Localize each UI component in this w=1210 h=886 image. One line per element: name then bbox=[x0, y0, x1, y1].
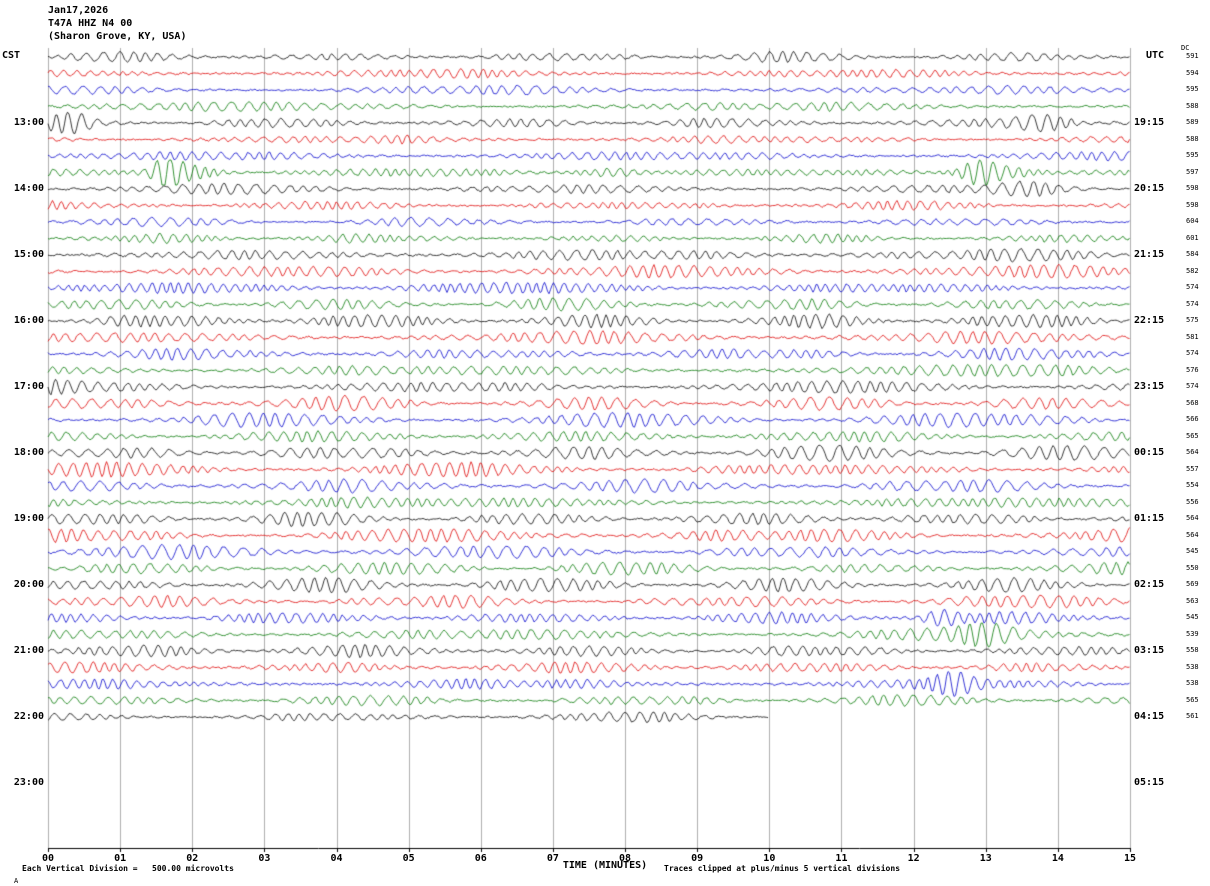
dc-offset-value: 545 bbox=[1186, 547, 1199, 556]
dc-offset-value: 564 bbox=[1186, 448, 1199, 457]
x-tick-label: 15 bbox=[1121, 853, 1139, 865]
dc-offset-value: 554 bbox=[1186, 481, 1199, 490]
dc-offset-value: 538 bbox=[1186, 663, 1199, 672]
clip-note: Traces clipped at plus/minus 5 vertical … bbox=[664, 864, 900, 873]
title-date: Jan17,2026 bbox=[48, 4, 108, 17]
dc-offset-value: 564 bbox=[1186, 514, 1199, 523]
dc-offset-value: 582 bbox=[1186, 267, 1199, 276]
right-hour-label: 21:15 bbox=[1134, 248, 1164, 261]
left-axis-header: CST bbox=[2, 50, 20, 61]
scale-note: Each Vertical Division = 500.00 microvol… bbox=[22, 864, 234, 873]
dc-offset-value: 594 bbox=[1186, 69, 1199, 78]
seismogram-canvas bbox=[0, 0, 1210, 886]
dc-offset-value: 575 bbox=[1186, 316, 1199, 325]
dc-offset-value: 574 bbox=[1186, 300, 1199, 309]
right-hour-label: 20:15 bbox=[1134, 182, 1164, 195]
dc-offset-value: 598 bbox=[1186, 201, 1199, 210]
dc-offset-value: 595 bbox=[1186, 85, 1199, 94]
title-station: T47A HHZ N4 00 bbox=[48, 17, 132, 30]
left-hour-label: 14:00 bbox=[0, 182, 44, 195]
x-tick-label: 05 bbox=[400, 853, 418, 865]
x-tick-label: 14 bbox=[1049, 853, 1067, 865]
dc-offset-value: 545 bbox=[1186, 613, 1199, 622]
left-hour-label: 19:00 bbox=[0, 512, 44, 525]
x-tick-label: 06 bbox=[472, 853, 490, 865]
dc-offset-value: 561 bbox=[1186, 712, 1199, 721]
dc-offset-value: 574 bbox=[1186, 349, 1199, 358]
right-hour-label: 00:15 bbox=[1134, 446, 1164, 459]
dc-offset-value: 588 bbox=[1186, 135, 1199, 144]
x-tick-label: 13 bbox=[977, 853, 995, 865]
right-axis-header: UTC bbox=[1146, 50, 1164, 61]
right-hour-label: 03:15 bbox=[1134, 644, 1164, 657]
helicorder-page: 13:00 14:00 15:00 16:00 17:00 18:00 19:00 20:00… bbox=[0, 0, 1210, 886]
right-hour-label: 23:15 bbox=[1134, 380, 1164, 393]
right-hour-label: 01:15 bbox=[1134, 512, 1164, 525]
x-tick-label: 04 bbox=[328, 853, 346, 865]
left-hour-label: 22:00 bbox=[0, 710, 44, 723]
dc-offset-value: 584 bbox=[1186, 250, 1199, 259]
dc-offset-value: 569 bbox=[1186, 580, 1199, 589]
right-hour-label: 04:15 bbox=[1134, 710, 1164, 723]
dc-offset-value: 601 bbox=[1186, 234, 1199, 243]
dc-offset-value: 574 bbox=[1186, 283, 1199, 292]
dc-offset-value: 565 bbox=[1186, 432, 1199, 441]
left-hour-label: 23:00 bbox=[0, 776, 44, 789]
dc-offset-value: 588 bbox=[1186, 102, 1199, 111]
dc-offset-value: 598 bbox=[1186, 184, 1199, 193]
dc-offset-value: 539 bbox=[1186, 630, 1199, 639]
left-hour-label: 15:00 bbox=[0, 248, 44, 261]
left-hour-label: 17:00 bbox=[0, 380, 44, 393]
dc-offset-value: 574 bbox=[1186, 382, 1199, 391]
x-tick-label: 03 bbox=[255, 853, 273, 865]
left-hour-label: 21:00 bbox=[0, 644, 44, 657]
dc-offset-value: 566 bbox=[1186, 415, 1199, 424]
dc-offset-value: 565 bbox=[1186, 696, 1199, 705]
dc-offset-value: 591 bbox=[1186, 52, 1199, 61]
left-hour-label: 13:00 bbox=[0, 116, 44, 129]
dc-offset-value: 558 bbox=[1186, 646, 1199, 655]
right-hour-label: 22:15 bbox=[1134, 314, 1164, 327]
dc-offset-value: 597 bbox=[1186, 168, 1199, 177]
dc-offset-value: 563 bbox=[1186, 597, 1199, 606]
dc-offset-value: 564 bbox=[1186, 531, 1199, 540]
left-hour-label: 20:00 bbox=[0, 578, 44, 591]
dc-offset-value: 581 bbox=[1186, 333, 1199, 342]
dc-column-header: DC bbox=[1181, 44, 1189, 52]
left-hour-label: 18:00 bbox=[0, 446, 44, 459]
title-location: (Sharon Grove, KY, USA) bbox=[48, 30, 186, 43]
dc-offset-value: 589 bbox=[1186, 118, 1199, 127]
dc-offset-value: 557 bbox=[1186, 465, 1199, 474]
dc-offset-value: 556 bbox=[1186, 498, 1199, 507]
dc-offset-value: 568 bbox=[1186, 399, 1199, 408]
dc-offset-value: 576 bbox=[1186, 366, 1199, 375]
right-hour-label: 02:15 bbox=[1134, 578, 1164, 591]
dc-offset-value: 538 bbox=[1186, 679, 1199, 688]
left-hour-label: 16:00 bbox=[0, 314, 44, 327]
x-tick-label: 12 bbox=[905, 853, 923, 865]
dc-offset-value: 604 bbox=[1186, 217, 1199, 226]
right-hour-label: 19:15 bbox=[1134, 116, 1164, 129]
dc-offset-value: 595 bbox=[1186, 151, 1199, 160]
right-hour-label: 05:15 bbox=[1134, 776, 1164, 789]
dc-offset-value: 550 bbox=[1186, 564, 1199, 573]
corner-mark: A bbox=[14, 877, 18, 885]
